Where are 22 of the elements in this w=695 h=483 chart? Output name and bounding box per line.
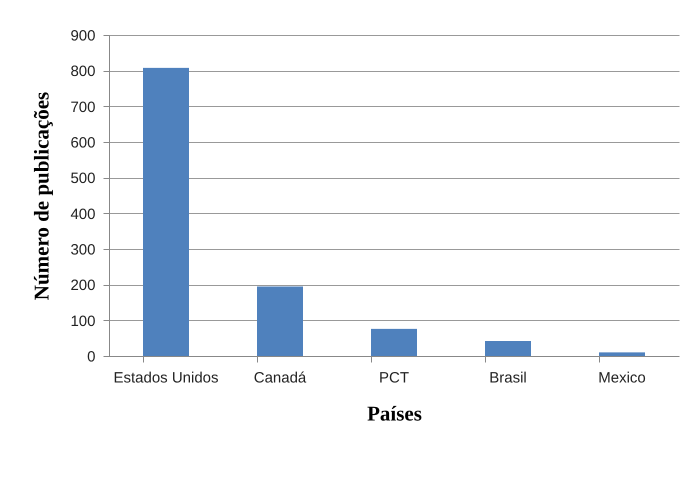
y-tick-label: 300: [70, 242, 96, 258]
y-tick-label: 400: [70, 206, 96, 223]
bar: [599, 352, 645, 356]
bar: [485, 341, 531, 356]
x-tick-label: Canadá: [254, 370, 307, 386]
bar: [371, 328, 417, 356]
y-tick-label: 800: [70, 63, 96, 80]
y-axis-title: Número de publicações: [29, 92, 54, 300]
x-tick-label: Brasil: [489, 370, 527, 386]
y-tick-label: 600: [70, 134, 96, 152]
x-tick-label: Estados Unidos: [113, 370, 219, 386]
y-tick-label: 700: [70, 98, 96, 116]
bar: [143, 68, 189, 356]
x-tick-label: Mexico: [598, 370, 646, 386]
y-tick-label: 100: [70, 312, 96, 330]
y-tick-label: 0: [87, 348, 96, 366]
y-tick-label: 500: [70, 170, 96, 188]
x-tick-label: PCT: [379, 370, 409, 386]
y-tick-label: 200: [70, 277, 96, 294]
x-axis-title: Países: [367, 402, 422, 426]
bar: [257, 286, 303, 356]
y-tick-label: 900: [70, 28, 96, 44]
